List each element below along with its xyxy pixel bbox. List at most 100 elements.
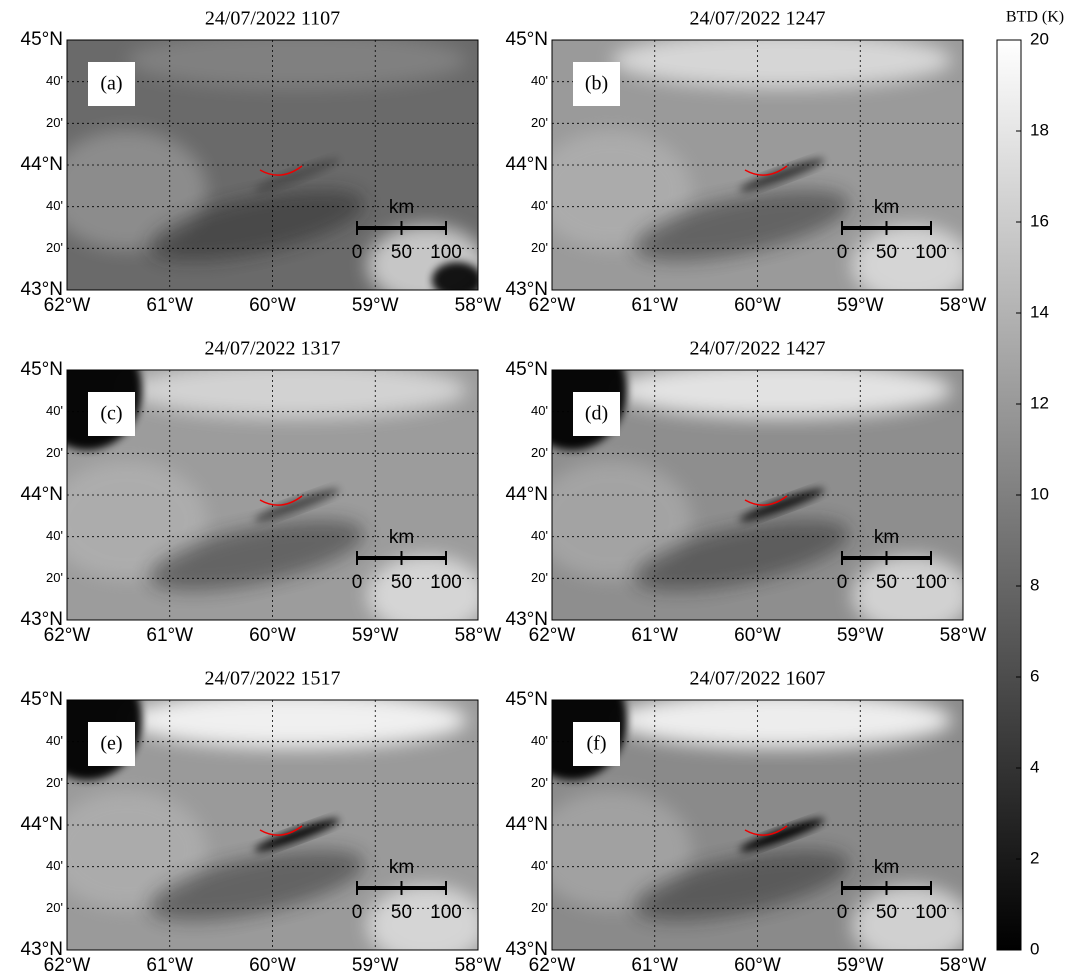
lat-tick-label: 44°N [21,154,63,175]
lat-tick-label: 45°N [21,689,63,710]
map-panel: (c) 24/07/2022 1317 45°N 40' 20' 44°N 40' 20' 43… [21,338,502,646]
scale-tick-label: 50 [876,902,897,923]
scale-tick-label: 0 [837,572,848,593]
lat-tick-label: 20' [531,775,548,790]
colorbar-label: BTD (K) [1006,9,1064,26]
lon-tick-label: 59°W [837,955,884,976]
scale-unit: km [389,197,414,218]
lat-tick-label: 20' [531,900,548,915]
label-box [573,392,620,436]
scale-unit: km [874,527,899,548]
scale-unit: km [389,857,414,878]
lat-tick-label: 45°N [506,359,548,380]
scale-tick-label: 0 [352,902,363,923]
lat-tick-label: 43°N [506,609,548,630]
lon-tick-label: 61°W [631,625,678,646]
lat-tick-label: 45°N [506,29,548,50]
lon-tick-label: 60°W [734,295,781,316]
colorbar-tick-label: 12 [1030,393,1049,412]
lat-tick-label: 20' [46,570,63,585]
lon-tick-label: 60°W [249,625,296,646]
axes-frame [551,369,964,621]
lon-tick-label: 59°W [352,295,399,316]
lon-tick-label: 59°W [837,295,884,316]
lat-tick-label: 40' [46,403,63,418]
lon-tick-label: 60°W [249,955,296,976]
lon-tick-label: 62°W [529,295,576,316]
lat-tick-label: 45°N [506,689,548,710]
outline-arc [744,165,788,176]
scale-unit: km [389,527,414,548]
colorbar-tick-label: 6 [1030,666,1039,685]
colorbar-tick-label: 10 [1030,484,1049,503]
lat-tick-label: 40' [46,733,63,748]
scale-tick-label: 100 [430,902,462,923]
lon-tick-label: 58°W [940,955,987,976]
lat-tick-label: 20' [46,775,63,790]
map-panel: (e) 24/07/2022 1517 45°N 40' 20' 44°N 40' 20' 43… [21,668,502,976]
scale-tick-label: 0 [837,902,848,923]
lon-tick-label: 61°W [631,955,678,976]
lon-tick-label: 62°W [44,625,91,646]
lat-tick-label: 40' [531,198,548,213]
colorbar-tick-label: 4 [1030,757,1039,776]
panel-label: (a) [100,73,122,95]
lon-tick-label: 62°W [529,625,576,646]
lat-tick-label: 20' [531,115,548,130]
lon-tick-label: 60°W [734,955,781,976]
scale-tick-label: 50 [391,242,412,263]
lat-tick-label: 20' [531,240,548,255]
outline-arc [259,825,303,836]
colorbar-tick-label: 14 [1030,302,1049,321]
lon-tick-label: 58°W [940,625,987,646]
lat-tick-label: 44°N [506,484,548,505]
scale-tick-label: 50 [876,572,897,593]
lat-tick-label: 40' [531,528,548,543]
lon-tick-label: 61°W [146,625,193,646]
axes-frame [551,699,964,951]
outline-arc [259,165,303,176]
lon-tick-label: 58°W [455,955,502,976]
lat-tick-label: 40' [531,858,548,873]
lat-tick-label: 20' [531,445,548,460]
axes-frame [66,699,479,951]
lat-tick-label: 20' [46,900,63,915]
lat-tick-label: 44°N [21,484,63,505]
lat-tick-label: 40' [46,198,63,213]
lon-tick-label: 60°W [734,625,781,646]
scale-tick-label: 50 [391,902,412,923]
lon-tick-label: 62°W [44,295,91,316]
lat-tick-label: 43°N [506,939,548,960]
lat-tick-label: 40' [531,403,548,418]
lat-tick-label: 44°N [506,154,548,175]
lat-tick-label: 43°N [21,939,63,960]
scale-tick-label: 0 [837,242,848,263]
lon-tick-label: 60°W [249,295,296,316]
lat-tick-label: 45°N [21,359,63,380]
scale-tick-label: 50 [876,242,897,263]
lon-tick-label: 62°W [44,955,91,976]
lon-tick-label: 61°W [146,295,193,316]
lat-tick-label: 20' [46,240,63,255]
lat-tick-label: 40' [531,733,548,748]
panel-label: (d) [585,403,608,425]
lat-tick-label: 40' [531,73,548,88]
lat-tick-label: 45°N [21,29,63,50]
colorbar-tick-label: 0 [1030,939,1039,958]
map-panel: (b) 24/07/2022 1247 45°N 40' 20' 44°N 40' 20' 43… [506,8,987,316]
colorbar-tick-label: 20 [1030,29,1049,48]
colorbar-tick-label: 2 [1030,848,1039,867]
axes-frame [66,39,479,291]
colorbar-tick-label: 18 [1030,120,1049,139]
scale-tick-label: 100 [430,242,462,263]
lon-tick-label: 58°W [455,625,502,646]
map-panel: (f) 24/07/2022 1607 45°N 40' 20' 44°N 40' 20' 43… [506,668,987,976]
map-panel: (a) 24/07/2022 1107 45°N 40' 20' 44°N 40' 20' 43… [21,8,502,316]
scale-tick-label: 0 [352,242,363,263]
colorbar-tick-label: 16 [1030,211,1049,230]
lon-tick-label: 61°W [146,955,193,976]
lon-tick-label: 59°W [837,625,884,646]
lon-tick-label: 58°W [455,295,502,316]
lat-tick-label: 43°N [21,609,63,630]
